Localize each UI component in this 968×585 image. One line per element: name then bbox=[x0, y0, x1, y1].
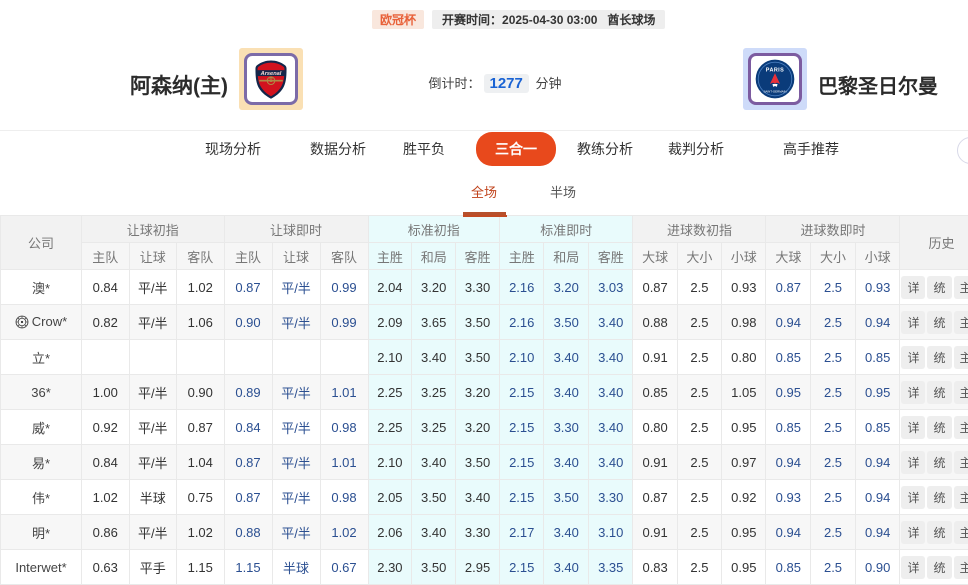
svg-text:PARIS: PARIS bbox=[766, 67, 784, 73]
svg-text:Arsenal: Arsenal bbox=[260, 71, 282, 77]
svg-text:SAINT-GERMAIN: SAINT-GERMAIN bbox=[763, 89, 786, 93]
